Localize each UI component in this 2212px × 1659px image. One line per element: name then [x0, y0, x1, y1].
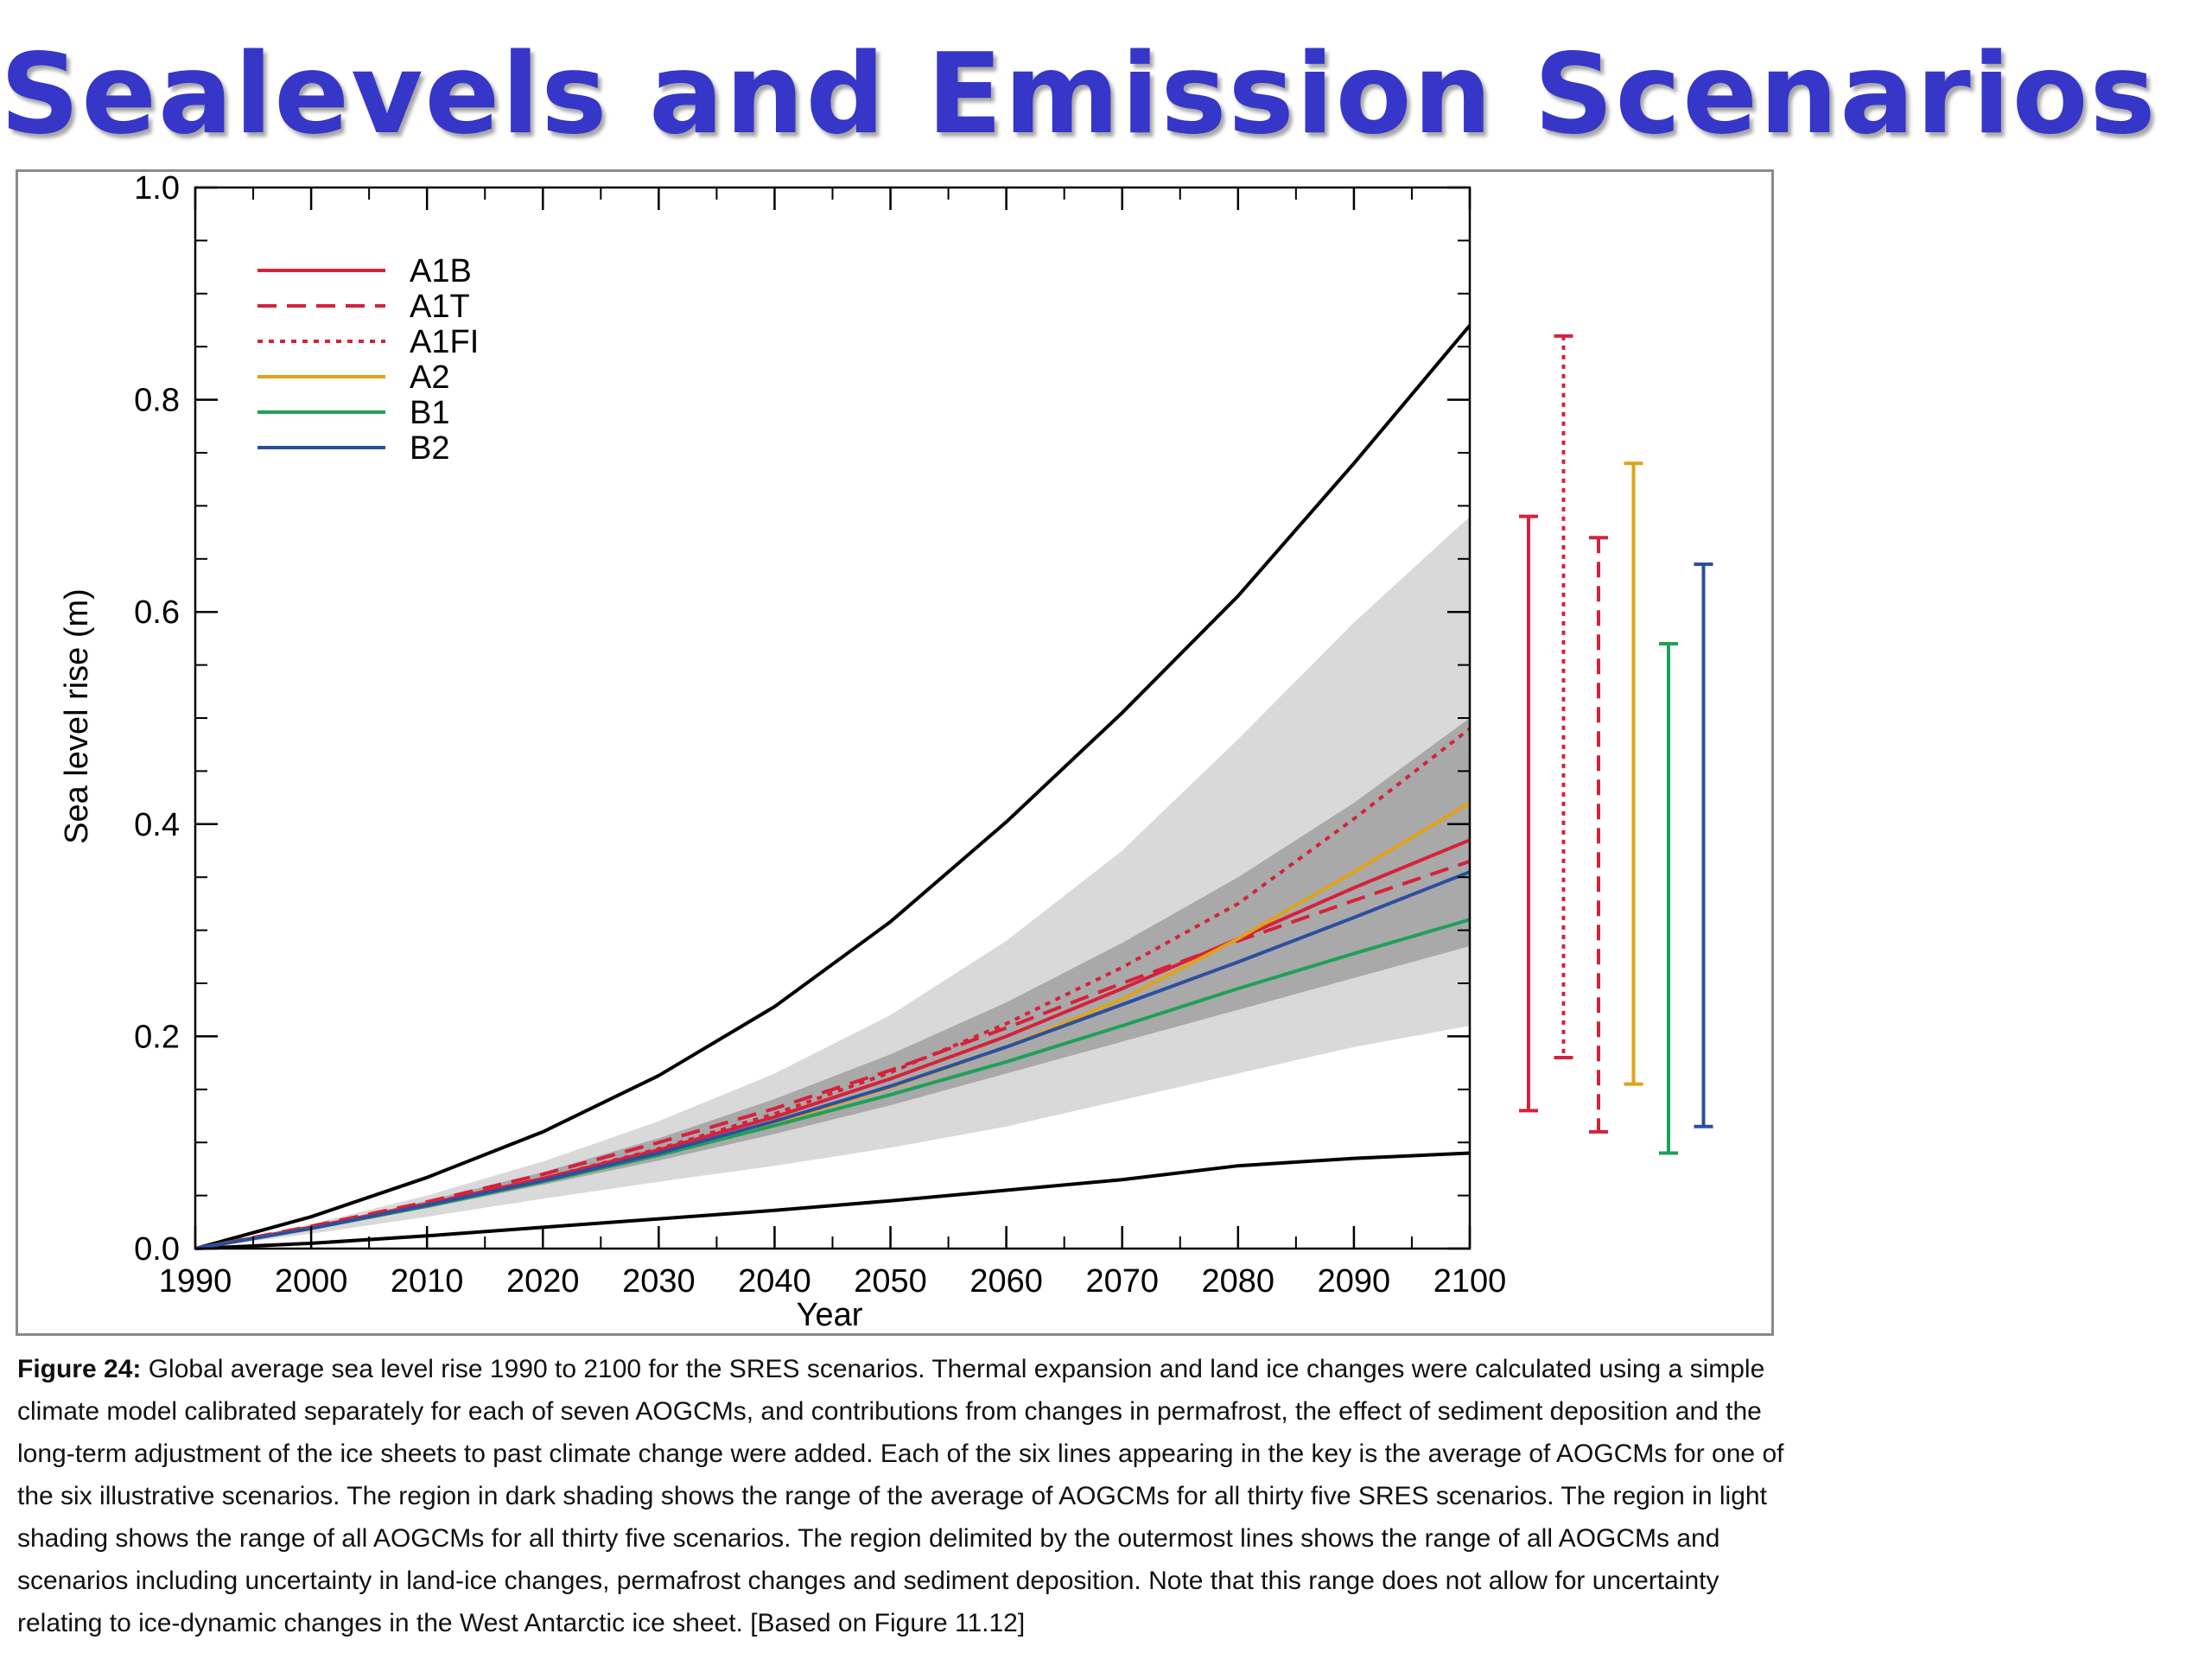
legend-label-a1b: A1B: [410, 253, 472, 289]
y-tick-label: 1.0: [134, 172, 180, 207]
x-tick-label: 2050: [854, 1263, 927, 1300]
series-line-b2: [194, 870, 1471, 1250]
x-tick-label: 2000: [275, 1263, 348, 1300]
x-tick-label: 2010: [391, 1263, 464, 1300]
slide-title: Sealevels and Emission Scenarios: [0, 30, 2158, 159]
x-tick-label: 2070: [1085, 1263, 1159, 1300]
range-bar-b1: [1659, 642, 1678, 1155]
range-bar-a1t: [1589, 536, 1608, 1134]
legend-label-a2: A2: [410, 359, 449, 396]
outer-bounds-group: [194, 324, 1471, 1250]
shading-group: [195, 516, 1470, 1249]
y-tick-label: 0.4: [134, 807, 180, 843]
x-axis-label: Year: [797, 1297, 863, 1333]
legend-label-b1: B1: [410, 395, 449, 431]
caption-text: Global average sea level rise 1990 to 21…: [17, 1355, 1784, 1637]
axes-group: 1990 2000 2010 2020 2030 2040 2050 2060 2070 2080…: [134, 172, 1506, 1300]
light-shading-region: [195, 516, 1470, 1249]
y-tick-label: 0.2: [134, 1019, 180, 1055]
y-tick-label: 0.0: [134, 1231, 180, 1268]
x-tick-label: 1990: [159, 1263, 232, 1300]
outer-bound-lower-line: [194, 1151, 1471, 1250]
x-tick-label: 2060: [969, 1263, 1043, 1300]
range-bar-a1b: [1519, 514, 1538, 1113]
range-bar-a2: [1624, 461, 1643, 1086]
series-line-a1t: [194, 859, 1471, 1250]
outer-bound-upper-line: [194, 324, 1471, 1250]
legend-label-b2: B2: [410, 430, 449, 467]
y-axis-label: Sea level rise (m): [59, 588, 95, 844]
range-bar-a1fi: [1554, 334, 1573, 1059]
range-bar-b2: [1694, 562, 1713, 1128]
figure-caption: Figure 24: Global average sea level rise…: [17, 1348, 1784, 1644]
series-group: [194, 727, 1471, 1250]
x-tick-label: 2080: [1202, 1263, 1275, 1300]
x-tick-label: 2020: [506, 1263, 580, 1300]
sea-level-chart: 1990 2000 2010 2020 2030 2040 2050 2060 2070 2080…: [59, 172, 1713, 1333]
legend-label-a1fi: A1FI: [410, 324, 479, 360]
legend-label-a1t: A1T: [410, 289, 470, 325]
figure-frame: 1990 2000 2010 2020 2030 2040 2050 2060 2070 2080…: [16, 169, 1774, 1336]
x-tick-label: 2030: [622, 1263, 696, 1300]
dark-shading-region: [195, 718, 1470, 1249]
x-tick-label: 2100: [1433, 1263, 1507, 1300]
x-tick-label: 2040: [738, 1263, 811, 1300]
y-tick-label: 0.8: [134, 383, 180, 419]
x-tick-label: 2090: [1318, 1263, 1391, 1300]
y-tick-label: 0.6: [134, 594, 180, 631]
caption-label: Figure 24:: [17, 1355, 142, 1383]
range-bars-group: [1519, 334, 1713, 1155]
